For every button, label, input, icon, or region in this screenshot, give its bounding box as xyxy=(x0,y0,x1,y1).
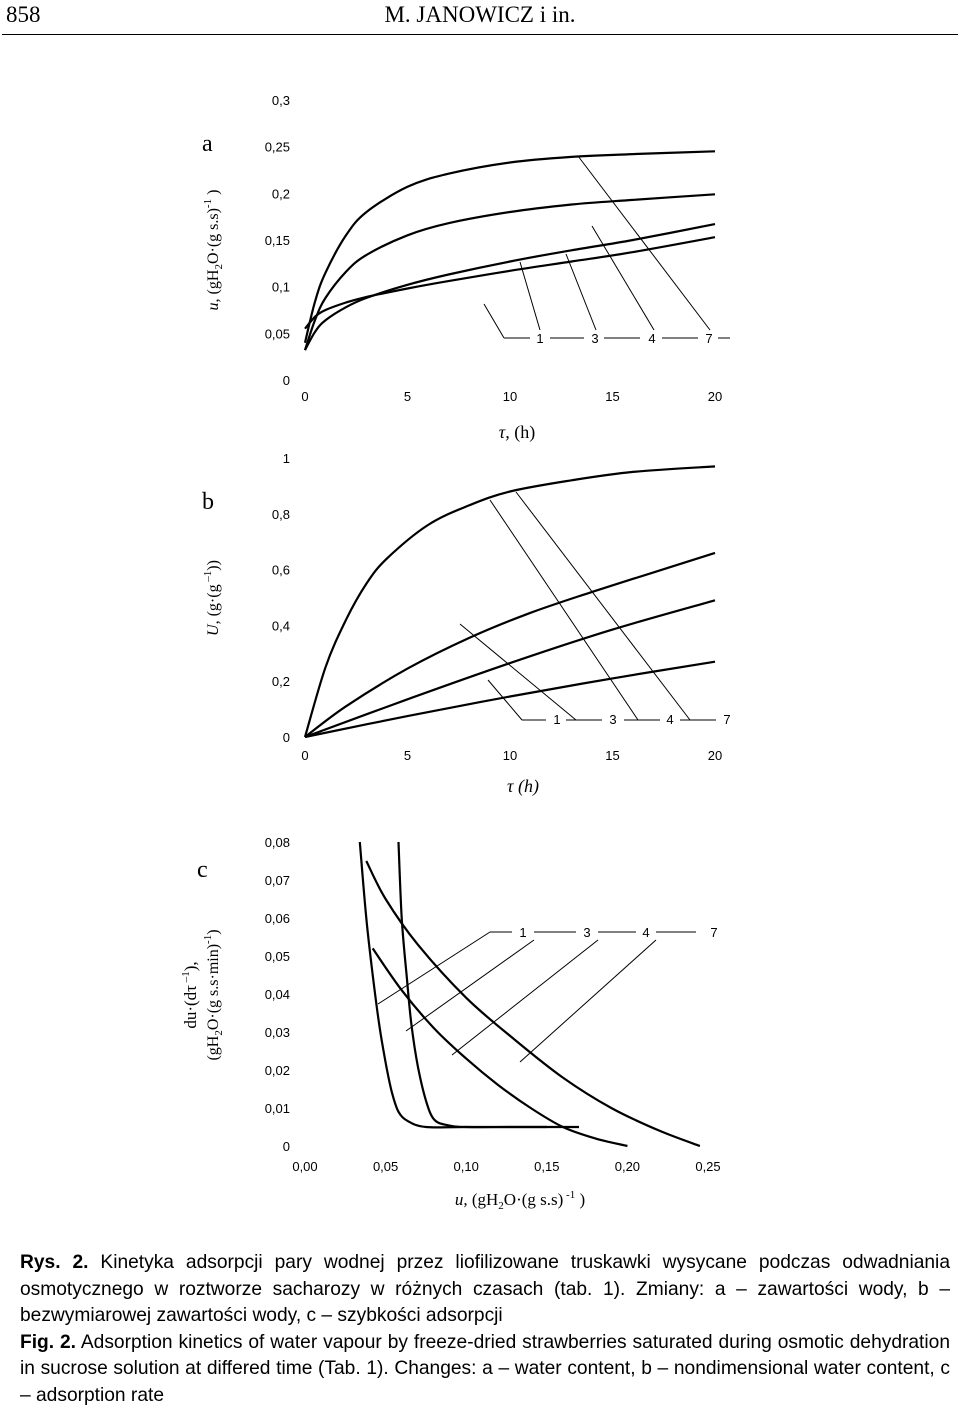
figure-caption: Rys. 2. Kinetyka adsorpcji pary wodnej p… xyxy=(20,1250,950,1409)
panel-a-callout: 1 3 4 7 xyxy=(483,155,730,346)
y-tick-label: 0,02 xyxy=(265,1063,290,1078)
y-tick-label: 0,8 xyxy=(272,507,290,522)
panel-c-ylabel-line2: (gH2O·(g s.s·min)-1) xyxy=(202,929,225,1060)
x-tick-label: 15 xyxy=(605,389,619,404)
series-line-7 xyxy=(303,465,716,738)
y-tick-label: 0,2 xyxy=(272,186,290,201)
y-tick-label: 0,05 xyxy=(265,949,290,964)
series-line-4 xyxy=(303,193,716,351)
caption-english: Fig. 2. Adsorption kinetics of water vap… xyxy=(20,1330,950,1410)
callout-label-4: 4 xyxy=(648,331,655,346)
y-tick-label: 0 xyxy=(283,1139,290,1154)
panel-c-ylabel-line1: du·(dτ –1), xyxy=(180,961,200,1028)
x-tick-label: 0 xyxy=(301,389,308,404)
page-header: 858 M. JANOWICZ i in. xyxy=(0,0,960,40)
series-line-1 xyxy=(358,841,547,1129)
x-tick-label: 15 xyxy=(605,748,619,763)
y-tick-label: 0,05 xyxy=(265,326,290,341)
caption-pl-label: Rys. 2. xyxy=(20,1252,89,1273)
y-tick-label: 0,1 xyxy=(272,280,290,295)
y-tick-label: 0,3 xyxy=(272,93,290,108)
callout-label-3: 3 xyxy=(583,925,590,940)
panel-c-callout: 1 3 4 7 xyxy=(377,925,718,1063)
y-tick-label: 0,07 xyxy=(265,873,290,888)
y-tick-label: 0,04 xyxy=(265,987,290,1002)
x-tick-label: 5 xyxy=(404,389,411,404)
x-tick-label: 5 xyxy=(404,748,411,763)
y-tick-label: 0,25 xyxy=(265,140,290,155)
panel-a-ylabel: u, (gH2O·(g s.s)-1 ) xyxy=(202,190,225,311)
series-line-3 xyxy=(304,599,716,739)
series-line-1 xyxy=(304,660,716,739)
series-line-7 xyxy=(365,860,701,1148)
series-line-4 xyxy=(371,947,628,1148)
panel-a-letter: a xyxy=(202,131,213,157)
panel-a: a u, (gH2O·(g s.s)-1 ) τ, (h) 1 3 4 7 00… xyxy=(202,93,730,443)
callout-label-1: 1 xyxy=(553,712,560,727)
panel-a-xlabel: τ, (h) xyxy=(499,422,535,443)
callout-label-3: 3 xyxy=(609,712,616,727)
caption-en-label: Fig. 2. xyxy=(20,1331,77,1353)
x-tick-label: 20 xyxy=(708,748,722,763)
series-line-3 xyxy=(397,841,579,1129)
series-line-1 xyxy=(304,236,716,330)
y-tick-label: 0,15 xyxy=(265,233,290,248)
running-title: M. JANOWICZ i in. xyxy=(384,2,576,27)
callout-label-7: 7 xyxy=(723,712,730,727)
page-number: 858 xyxy=(6,2,41,27)
x-tick-label: 0,05 xyxy=(373,1159,398,1174)
caption-pl-text: Kinetyka adsorpcji pary wodnej przez lio… xyxy=(20,1252,950,1326)
panel-c-xlabel: u, (gH2O·(g s.s) -1 ) xyxy=(455,1189,585,1212)
caption-en-text: Adsorption kinetics of water vapour by f… xyxy=(20,1331,950,1406)
panel-c: c du·(dτ –1), (gH2O·(g s.s·min)-1) u, (g… xyxy=(180,835,721,1212)
x-tick-label: 0,15 xyxy=(534,1159,559,1174)
callout-label-7: 7 xyxy=(710,925,717,940)
y-tick-label: 0,01 xyxy=(265,1101,290,1116)
y-tick-label: 0,4 xyxy=(272,618,290,633)
callout-label-3: 3 xyxy=(591,331,598,346)
y-tick-label: 0 xyxy=(283,373,290,388)
series-line-4 xyxy=(304,551,716,738)
y-tick-label: 1 xyxy=(283,451,290,466)
panel-b: b U, (g·(g –1)) τ (h) 1 3 4 7 0 0,2 0,4 0,6… xyxy=(202,451,731,797)
y-tick-label: 0,03 xyxy=(265,1025,290,1040)
callout-label-1: 1 xyxy=(519,925,526,940)
x-tick-label: 10 xyxy=(503,748,517,763)
x-tick-label: 0,10 xyxy=(454,1159,479,1174)
y-tick-label: 0,6 xyxy=(272,563,290,578)
figure: a u, (gH2O·(g s.s)-1 ) τ, (h) 1 3 4 7 00… xyxy=(180,93,731,1212)
callout-label-7: 7 xyxy=(705,331,712,346)
y-tick-label: 0 xyxy=(283,730,290,745)
y-tick-label: 0,2 xyxy=(272,674,290,689)
series-line-3 xyxy=(304,223,716,351)
series-line-7 xyxy=(303,150,716,343)
x-tick-label: 0,20 xyxy=(615,1159,640,1174)
x-tick-label: 0,00 xyxy=(292,1159,317,1174)
panel-b-ylabel: U, (g·(g –1)) xyxy=(202,560,222,636)
callout-label-4: 4 xyxy=(642,925,649,940)
x-tick-label: 10 xyxy=(503,389,517,404)
panel-c-letter: c xyxy=(197,857,208,883)
y-tick-label: 0,08 xyxy=(265,835,290,850)
callout-label-4: 4 xyxy=(666,712,673,727)
panel-b-letter: b xyxy=(202,489,214,515)
panel-b-callout: 1 3 4 7 xyxy=(459,491,731,727)
x-tick-label: 20 xyxy=(708,389,722,404)
x-tick-label: 0,25 xyxy=(695,1159,720,1174)
x-tick-label: 0 xyxy=(301,748,308,763)
panel-b-xlabel: τ (h) xyxy=(507,776,539,797)
callout-label-1: 1 xyxy=(536,331,543,346)
header-rule xyxy=(2,34,958,35)
caption-polish: Rys. 2. Kinetyka adsorpcji pary wodnej p… xyxy=(20,1250,950,1330)
y-tick-label: 0,06 xyxy=(265,911,290,926)
